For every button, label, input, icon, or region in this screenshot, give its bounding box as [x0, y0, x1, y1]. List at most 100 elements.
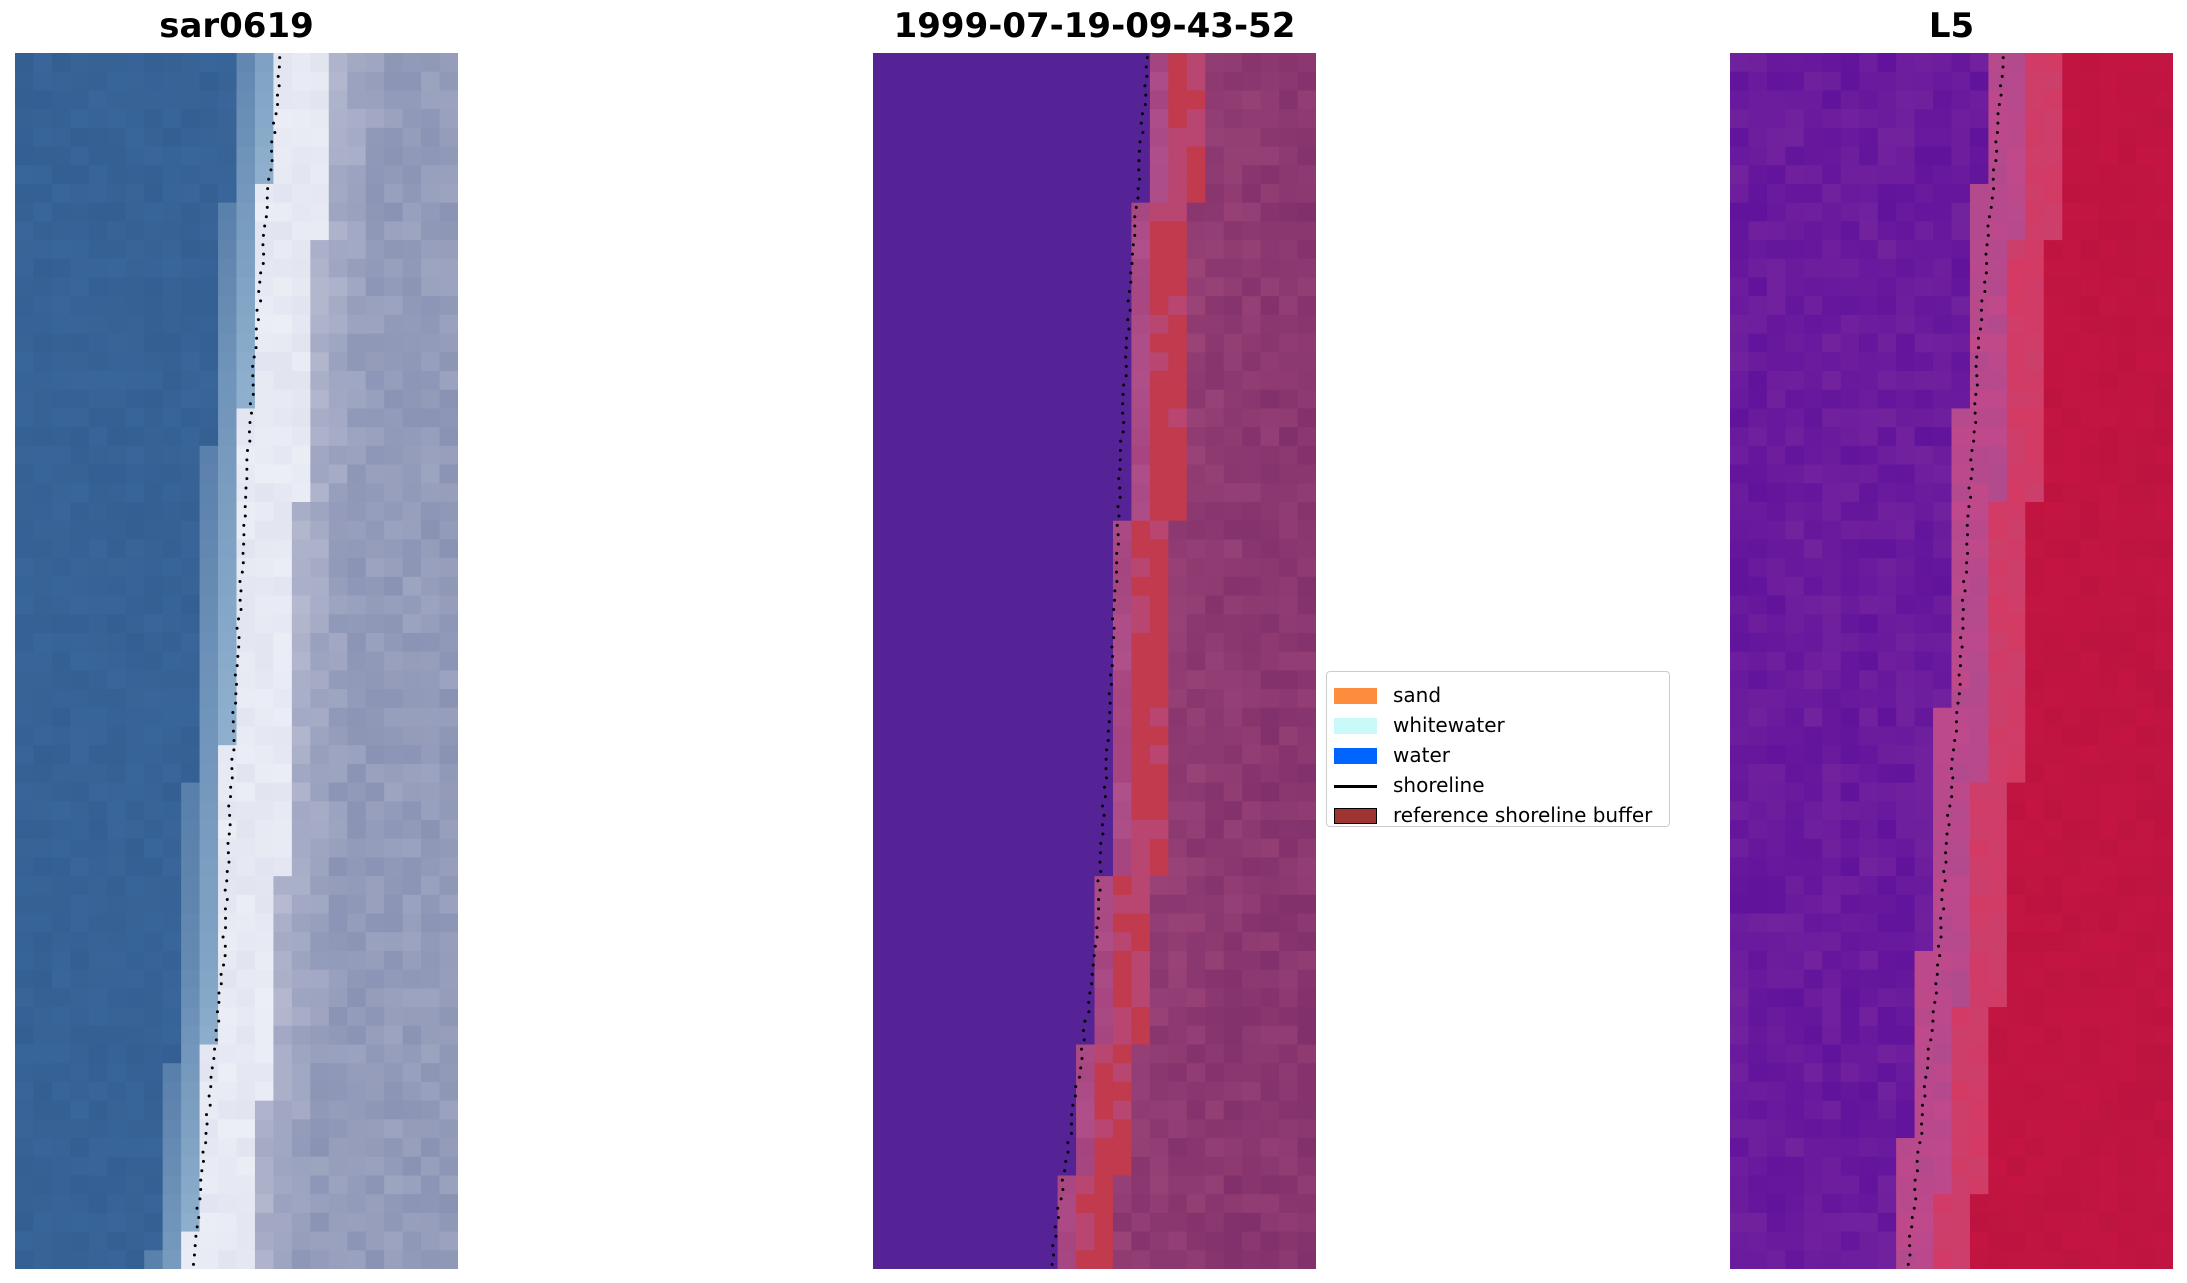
- shoreline-point: [233, 673, 237, 677]
- image-pixel: [1822, 1138, 1842, 1158]
- image-pixel: [1822, 820, 1842, 840]
- image-pixel: [2099, 296, 2119, 316]
- shoreline-point: [248, 439, 252, 443]
- image-pixel: [909, 1175, 929, 1195]
- image-pixel: [1896, 1194, 1916, 1214]
- image-pixel: [1748, 333, 1768, 353]
- image-pixel: [365, 71, 385, 92]
- image-pixel: [1803, 296, 1823, 316]
- image-pixel: [1279, 782, 1299, 802]
- image-pixel: [1039, 950, 1059, 971]
- image-pixel: [1748, 221, 1768, 241]
- image-pixel: [1840, 950, 1860, 971]
- image-pixel: [107, 165, 127, 185]
- shoreline-point: [195, 1225, 199, 1229]
- image-pixel: [1914, 1212, 1934, 1233]
- image-pixel: [965, 763, 985, 784]
- image-pixel: [2025, 314, 2045, 335]
- image-pixel: [70, 820, 90, 840]
- image-pixel: [1730, 183, 1750, 204]
- image-pixel: [328, 576, 348, 597]
- image-pixel: [1877, 838, 1897, 859]
- image-pixel: [162, 483, 182, 503]
- image-pixel: [891, 1250, 911, 1269]
- image-pixel: [2154, 1044, 2173, 1064]
- image-pixel: [1914, 1007, 1934, 1027]
- shoreline-point: [1994, 140, 1998, 144]
- image-pixel: [2025, 408, 2045, 428]
- image-pixel: [2099, 53, 2119, 73]
- image-pixel: [1039, 801, 1059, 821]
- image-pixel: [1896, 745, 1916, 765]
- image-pixel: [1242, 221, 1262, 241]
- image-pixel: [1730, 614, 1750, 634]
- image-pixel: [2080, 670, 2100, 690]
- image-pixel: [218, 483, 238, 503]
- image-pixel: [1242, 1119, 1262, 1139]
- image-pixel: [291, 820, 311, 840]
- image-pixel: [2080, 1081, 2100, 1102]
- image-pixel: [2099, 632, 2119, 653]
- image-pixel: [33, 501, 53, 522]
- image-pixel: [1297, 501, 1316, 522]
- shoreline-point: [230, 767, 234, 771]
- image-pixel: [2154, 314, 2173, 335]
- image-pixel: [1002, 913, 1022, 933]
- image-pixel: [1131, 333, 1151, 353]
- image-pixel: [1039, 763, 1059, 784]
- image-pixel: [144, 314, 164, 335]
- image-pixel: [1057, 1007, 1077, 1027]
- image-pixel: [891, 314, 911, 335]
- image-pixel: [2043, 1175, 2063, 1195]
- image-pixel: [1076, 876, 1096, 896]
- image-pixel: [125, 1007, 145, 1027]
- image-pixel: [125, 745, 145, 765]
- image-pixel: [1279, 801, 1299, 821]
- image-pixel: [2025, 801, 2045, 821]
- image-pixel: [1933, 1231, 1953, 1251]
- shoreline-point: [1051, 1253, 1055, 1257]
- image-pixel: [1039, 1025, 1059, 1046]
- image-pixel: [1785, 1231, 1805, 1251]
- image-pixel: [254, 539, 275, 559]
- image-pixel: [2117, 165, 2137, 185]
- image-pixel: [2006, 763, 2026, 784]
- image-pixel: [1168, 651, 1188, 671]
- image-pixel: [51, 670, 71, 690]
- image-pixel: [1076, 127, 1096, 148]
- image-pixel: [983, 53, 1003, 73]
- image-pixel: [1914, 1044, 1934, 1064]
- image-pixel: [1223, 1119, 1243, 1139]
- image-pixel: [2099, 820, 2119, 840]
- image-pixel: [2062, 53, 2082, 73]
- image-pixel: [1279, 1081, 1299, 1102]
- image-pixel: [384, 296, 404, 316]
- image-pixel: [15, 689, 35, 709]
- image-pixel: [1988, 53, 2008, 73]
- image-pixel: [402, 969, 422, 989]
- image-pixel: [1914, 314, 1934, 335]
- image-pixel: [1914, 670, 1934, 690]
- shoreline-point: [215, 1010, 219, 1014]
- image-pixel: [1933, 539, 1953, 559]
- image-pixel: [1205, 352, 1225, 372]
- shoreline-point: [1091, 963, 1095, 967]
- image-pixel: [1205, 1138, 1225, 1158]
- shoreline-point: [1113, 589, 1117, 593]
- image-pixel: [1223, 127, 1243, 148]
- image-pixel: [218, 576, 238, 597]
- image-pixel: [1859, 464, 1879, 484]
- image-pixel: [873, 240, 893, 260]
- image-pixel: [1969, 894, 1990, 915]
- image-pixel: [1149, 1175, 1169, 1195]
- image-pixel: [1877, 576, 1897, 597]
- image-pixel: [909, 408, 929, 428]
- image-pixel: [909, 894, 929, 915]
- image-pixel: [181, 1175, 201, 1195]
- shoreline-point: [265, 205, 269, 209]
- image-pixel: [2080, 520, 2100, 540]
- image-pixel: [236, 483, 256, 503]
- image-pixel: [1260, 595, 1280, 615]
- image-pixel: [1186, 595, 1206, 615]
- image-pixel: [254, 352, 275, 372]
